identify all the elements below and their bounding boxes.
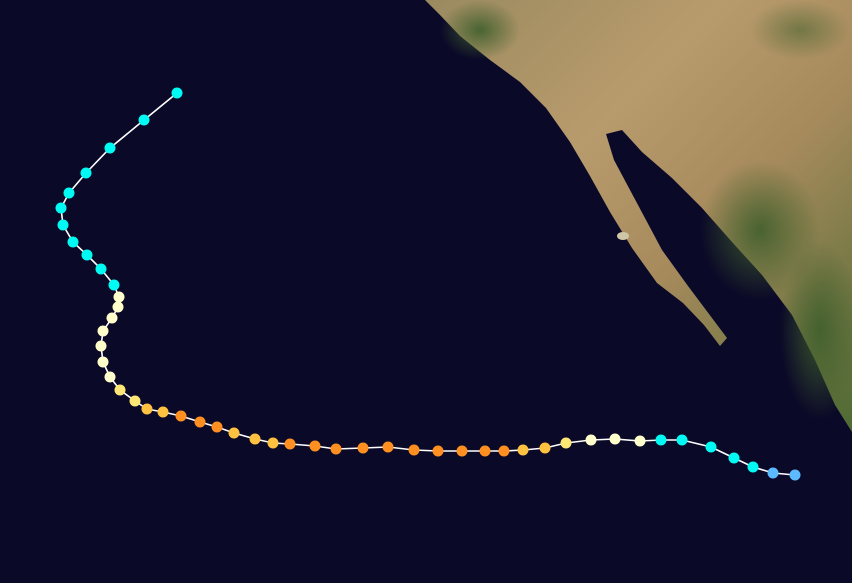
track-point-ts (81, 249, 93, 261)
land-mass (425, 0, 852, 432)
track-point-c4 (309, 440, 321, 452)
track-point-c4 (194, 416, 206, 428)
track-point-c4 (175, 410, 187, 422)
track-point-ts (57, 219, 69, 231)
track-point-td (767, 467, 779, 479)
track-point-c1 (104, 371, 116, 383)
track-point-ts (138, 114, 150, 126)
track-point-c1 (634, 435, 646, 447)
track-points (55, 87, 801, 481)
track-point-c2 (129, 395, 141, 407)
track-point-c1 (112, 301, 124, 313)
track-point-c1 (113, 291, 125, 303)
track-point-ts (67, 236, 79, 248)
track-point-ts (655, 434, 667, 446)
track-point-c4 (456, 445, 468, 457)
track-point-c3 (267, 437, 279, 449)
track-point-c3 (157, 406, 169, 418)
track-point-ts (55, 202, 67, 214)
track-point-c2 (114, 384, 126, 396)
track-point-ts (95, 263, 107, 275)
track-point-c3 (228, 427, 240, 439)
track-point-c4 (382, 441, 394, 453)
track-point-c1 (97, 356, 109, 368)
track-point-ts (80, 167, 92, 179)
island (617, 232, 629, 240)
track-point-c3 (249, 433, 261, 445)
track-point-c4 (284, 438, 296, 450)
track-point-ts (63, 187, 75, 199)
track-point-c3 (517, 444, 529, 456)
track-point-ts (108, 279, 120, 291)
track-point-c4 (330, 443, 342, 455)
track-point-c2 (560, 437, 572, 449)
track-point-c4 (408, 444, 420, 456)
track-point-c4 (357, 442, 369, 454)
track-point-td (789, 469, 801, 481)
track-point-c4 (432, 445, 444, 457)
track-point-c3 (141, 403, 153, 415)
track-point-c1 (106, 312, 118, 324)
track-point-c3 (539, 442, 551, 454)
track-point-ts (171, 87, 183, 99)
track-point-ts (676, 434, 688, 446)
track-point-ts (705, 441, 717, 453)
track-point-c1 (97, 325, 109, 337)
track-point-ts (104, 142, 116, 154)
track-point-c1 (609, 433, 621, 445)
track-point-ts (728, 452, 740, 464)
track-point-c1 (585, 434, 597, 446)
track-point-c1 (95, 340, 107, 352)
track-point-c4 (479, 445, 491, 457)
track-point-ts (747, 461, 759, 473)
track-point-c4 (498, 445, 510, 457)
track-point-c4 (211, 421, 223, 433)
